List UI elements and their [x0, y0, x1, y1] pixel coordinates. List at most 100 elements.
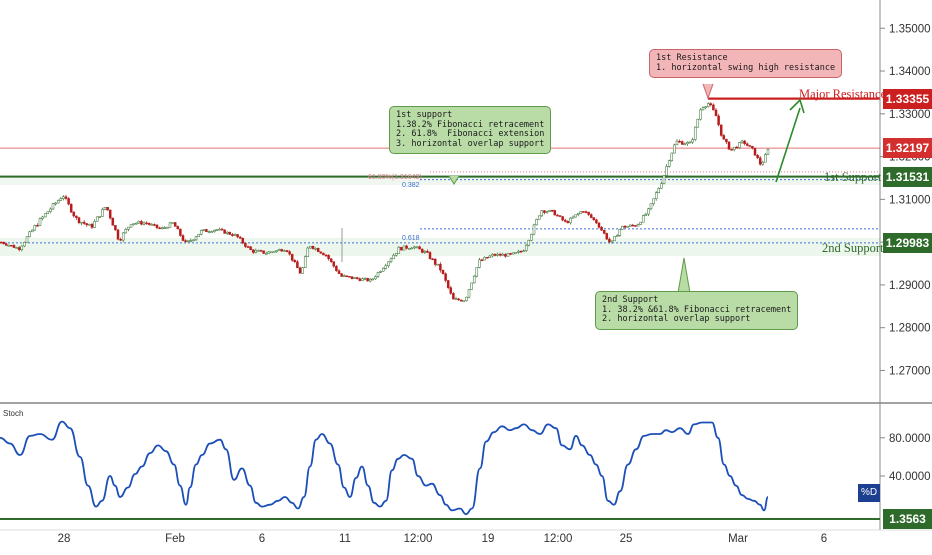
x-tick-label: Mar	[728, 533, 748, 545]
candle-body	[324, 254, 328, 257]
candle-body	[709, 103, 713, 106]
candle-body	[332, 261, 336, 267]
candle-body	[82, 221, 86, 224]
candle-body	[363, 278, 367, 280]
candle-body	[93, 221, 96, 228]
candle-body	[641, 215, 645, 223]
candle-body	[10, 244, 13, 247]
candle-body	[675, 140, 679, 146]
candle-body	[88, 224, 91, 226]
candle-body	[228, 231, 232, 235]
candle-body	[36, 225, 39, 227]
candle-body	[361, 278, 364, 281]
candle-body	[654, 192, 658, 200]
candle-body	[756, 155, 759, 159]
candle-body	[259, 250, 263, 252]
candle-body	[592, 217, 596, 220]
callout-line: 1st Resistance	[656, 53, 728, 63]
candle-body	[571, 216, 575, 219]
x-tick-label: 12:00	[544, 533, 573, 545]
stoch-value-label: 1.3563	[883, 509, 932, 529]
candle-body	[288, 251, 291, 255]
candle-body	[254, 250, 258, 253]
candle-body	[753, 147, 757, 156]
candle-body	[137, 221, 141, 224]
y-tick-label: 1.28000	[889, 323, 931, 335]
candle-body	[597, 222, 601, 228]
candle-body	[693, 126, 697, 140]
candle-body	[90, 224, 94, 228]
candle-body	[145, 222, 148, 225]
candle-body	[95, 216, 99, 222]
candle-body	[439, 263, 442, 271]
candle-body	[748, 145, 752, 147]
y-tick-label: 1.27000	[889, 365, 931, 377]
candle-body	[212, 229, 216, 232]
candle-body	[173, 222, 177, 227]
candle-body	[766, 149, 770, 155]
candle-body	[392, 254, 395, 260]
candle-body	[470, 282, 473, 290]
candle-body	[540, 210, 544, 217]
candle-body	[639, 221, 642, 225]
y-tick-label: 1.34000	[889, 66, 931, 78]
candle-body	[106, 206, 109, 211]
candle-body	[556, 214, 559, 217]
candle-body	[301, 267, 304, 274]
candle-body	[717, 115, 720, 126]
candle-body	[342, 275, 346, 277]
candle-body	[761, 161, 765, 165]
candle-body	[379, 270, 382, 273]
candle-body	[233, 234, 237, 236]
candle-body	[41, 216, 44, 219]
candle-body	[602, 230, 606, 234]
candle-body	[280, 249, 284, 252]
candle-body	[615, 235, 619, 237]
candle-body	[0, 241, 3, 244]
candle-body	[314, 248, 317, 250]
candle-body	[483, 257, 486, 261]
candle-body	[397, 247, 401, 254]
candle-body	[475, 267, 479, 277]
candle-body	[319, 251, 323, 254]
candle-body	[257, 250, 260, 252]
price-label-major-resistance: 1.33355	[883, 88, 932, 109]
candle-body	[428, 252, 432, 260]
candle-body	[574, 214, 577, 218]
candle-body	[4, 243, 8, 246]
candle-body	[569, 217, 572, 224]
candle-body	[168, 222, 172, 228]
candle-body	[184, 240, 187, 242]
candle-body	[127, 226, 130, 230]
candle-body	[719, 124, 723, 136]
candle-body	[54, 202, 57, 205]
target-arrow-line	[775, 107, 801, 183]
callout-s1-pointer	[448, 175, 460, 185]
candle-body	[764, 154, 767, 163]
candle-body	[514, 252, 518, 254]
candle-body	[727, 141, 731, 150]
fib-label-618-ext: 61.80%(1.31643)	[368, 174, 422, 181]
candle-body	[740, 140, 744, 143]
candle-body	[290, 253, 294, 261]
candle-body	[444, 273, 447, 281]
candle-body	[85, 223, 89, 226]
candle-body	[623, 225, 627, 228]
candle-body	[25, 236, 29, 243]
x-tick-label: 19	[482, 533, 495, 545]
candle-body	[712, 104, 715, 111]
candle-body	[553, 210, 557, 216]
candle-body	[236, 234, 239, 238]
candle-body	[628, 224, 632, 227]
candle-body	[225, 231, 229, 234]
candle-body	[454, 298, 458, 301]
price-label-first-support: 1.31531	[883, 166, 932, 187]
candle-body	[566, 221, 570, 224]
candle-body	[563, 219, 567, 222]
price-label-second-support: 1.29983	[883, 232, 932, 253]
candle-body	[358, 278, 362, 281]
candle-body	[220, 228, 224, 231]
callout-s2-pointer	[677, 257, 691, 294]
